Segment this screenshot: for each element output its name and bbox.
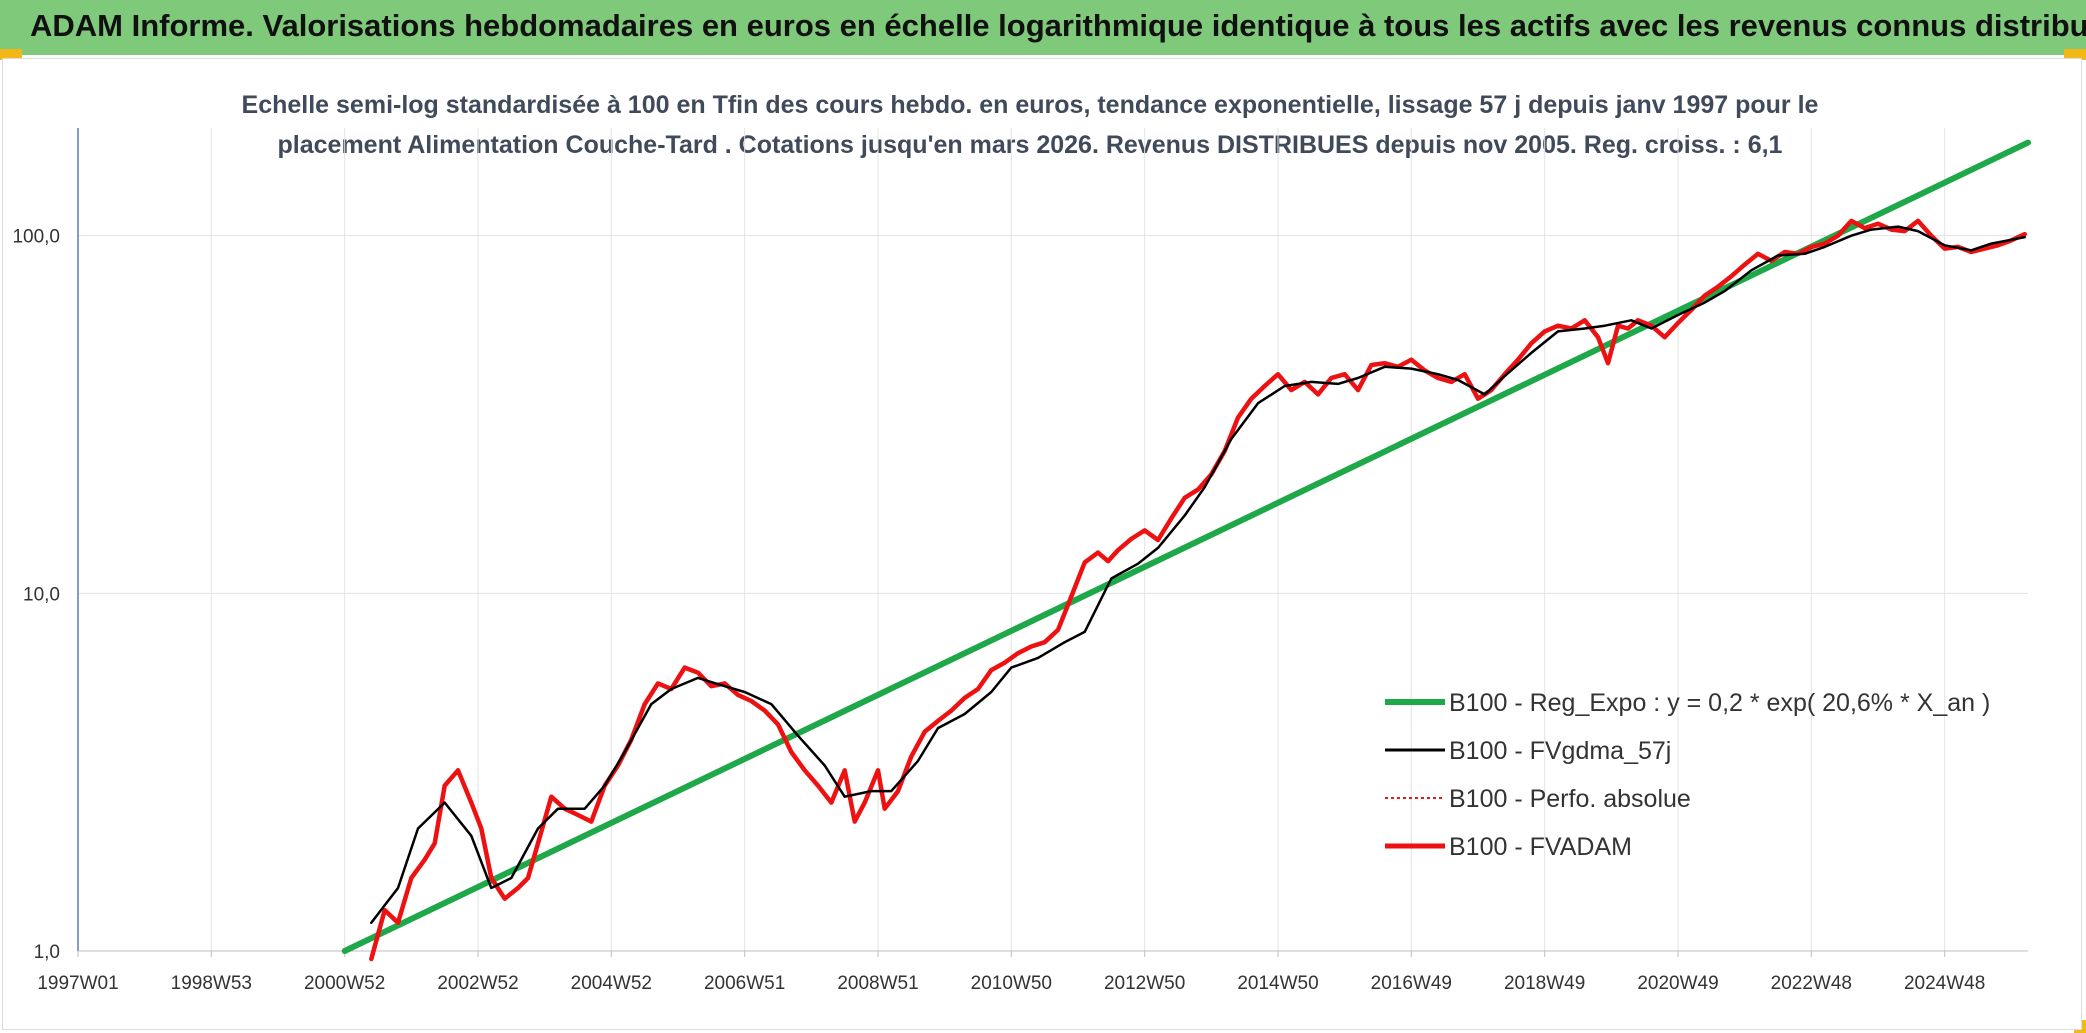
legend-label-0: B100 - Reg_Expo : y = 0,2 * exp( 20,6% *… xyxy=(1449,689,1990,717)
header-banner: ADAM Informe. Valorisations hebdomadaire… xyxy=(0,0,2086,55)
corner-accent-top-right xyxy=(2064,49,2086,60)
grid-lines xyxy=(78,128,2028,952)
x-tick-label: 2020W49 xyxy=(1637,973,1718,994)
y-tick-label: 1,0 xyxy=(34,942,60,963)
y-tick-label: 10,0 xyxy=(23,584,60,605)
x-tick-label: 2022W48 xyxy=(1771,973,1852,994)
legend-label-2: B100 - Perfo. absolue xyxy=(1449,785,1691,813)
chart-title-line-1: Echelle semi-log standardisée à 100 en T… xyxy=(241,91,1819,119)
x-tick-label: 2016W49 xyxy=(1371,973,1452,994)
x-tick-label: 2012W50 xyxy=(1104,973,1185,994)
legend-label-1: B100 - FVgdma_57j xyxy=(1449,737,1671,765)
x-tick-label: 2004W52 xyxy=(571,973,652,994)
chart-title: Echelle semi-log standardisée à 100 en T… xyxy=(180,85,1880,165)
x-tick-label: 2006W51 xyxy=(704,973,785,994)
legend-label-3: B100 - FVADAM xyxy=(1449,833,1632,861)
series-lines xyxy=(341,139,2031,962)
x-tick-label: 1997W01 xyxy=(37,973,118,994)
chart-title-line-2: placement Alimentation Couche-Tard . Cot… xyxy=(277,131,1783,159)
corner-accent-top-left xyxy=(0,49,22,60)
page-title: ADAM Informe. Valorisations hebdomadaire… xyxy=(30,8,2086,43)
x-tick-label: 1998W53 xyxy=(171,973,252,994)
series-line-0 xyxy=(341,139,2031,954)
x-tick-label: 2008W51 xyxy=(837,973,918,994)
x-tick-label: 2010W50 xyxy=(971,973,1052,994)
x-tick-label: 2018W49 xyxy=(1504,973,1585,994)
series-line-1 xyxy=(370,225,2026,924)
legend: B100 - Reg_Expo : y = 0,2 * exp( 20,6% *… xyxy=(1385,689,1990,861)
y-tick-label: 100,0 xyxy=(12,227,60,248)
x-tick-label: 2024W48 xyxy=(1904,973,1985,994)
x-tick-label: 2014W50 xyxy=(1237,973,1318,994)
axes xyxy=(77,128,2028,957)
x-tick-label: 2002W52 xyxy=(437,973,518,994)
tick-labels: 1997W01 1998W53 2000W52 2002W52 2004W52 2006W… xyxy=(12,227,1985,994)
chart-frame xyxy=(2,58,2082,1030)
x-tick-label: 2000W52 xyxy=(304,973,385,994)
series-line-3 xyxy=(369,218,2027,962)
